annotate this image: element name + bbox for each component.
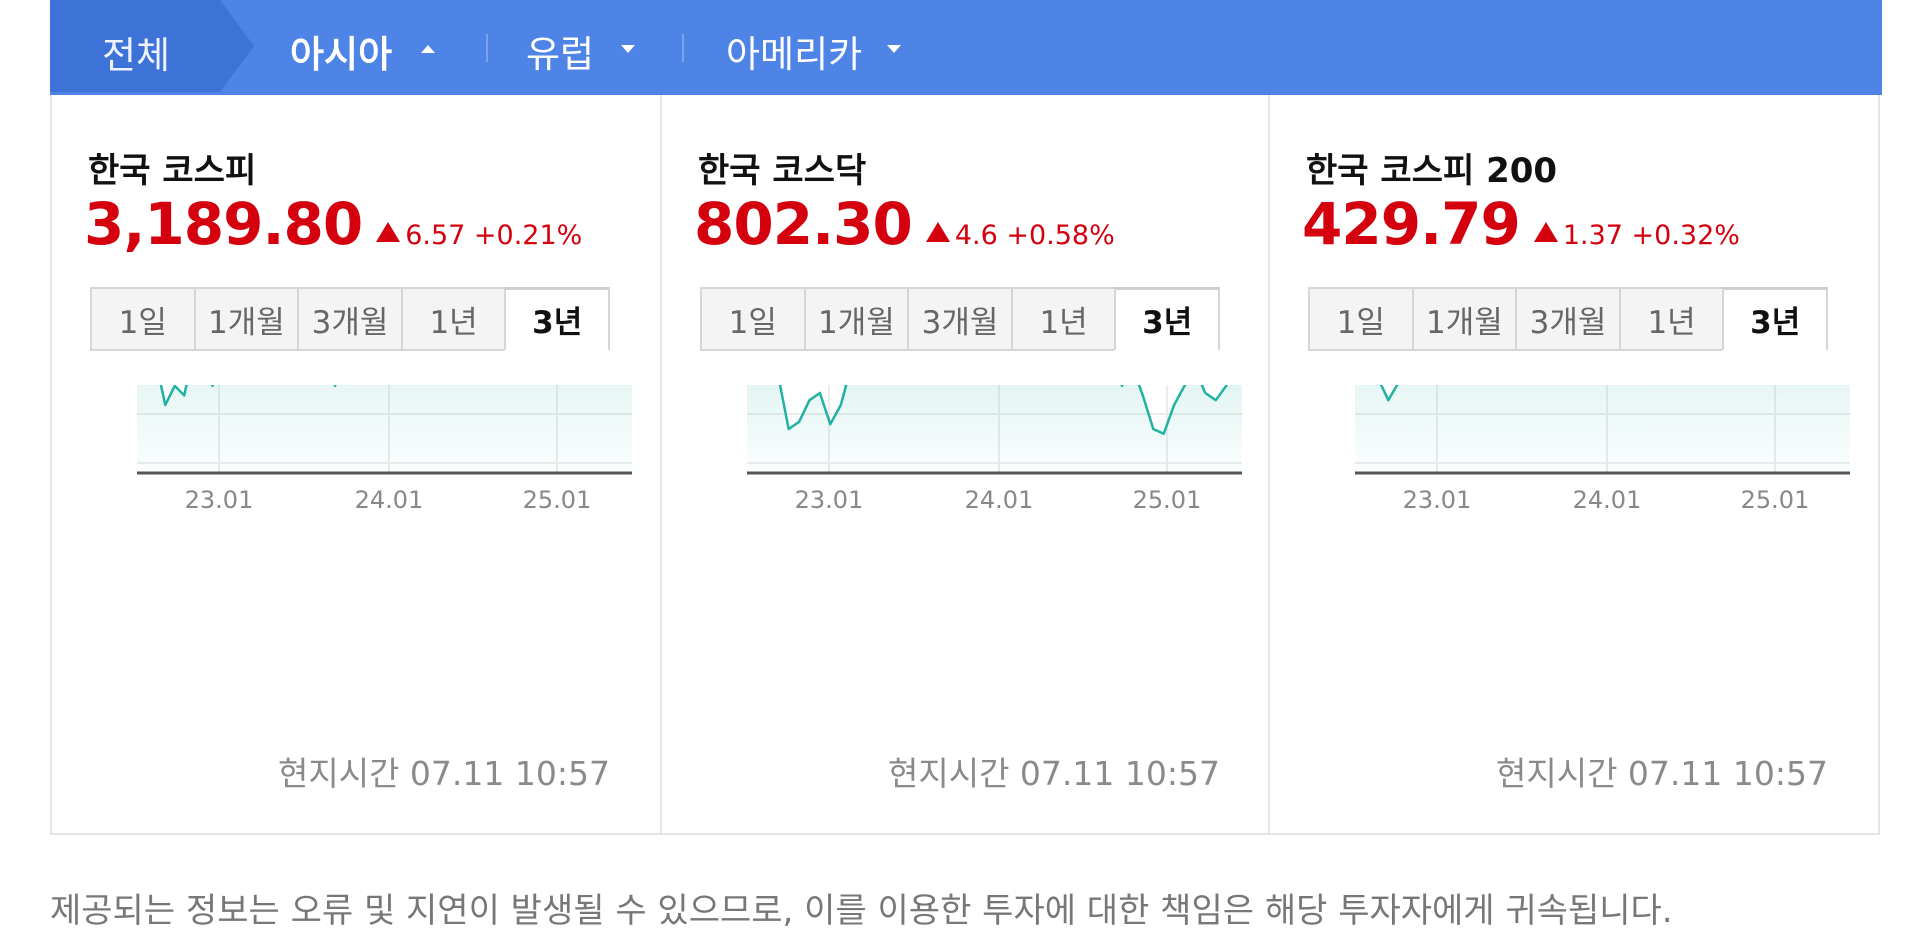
tab-america-label: 아메리카 [726, 33, 863, 76]
index-card[interactable]: 한국 코스피 3,189.80 6.57 +0.21% 1일 1개월 3개월 1년 3년… [52, 95, 660, 833]
index-change: 1.37 +0.32% [1562, 220, 1740, 251]
index-name: 한국 코스피 [88, 151, 257, 191]
x-tick-label: 24.01 [1573, 486, 1642, 514]
up-triangle-icon [376, 222, 401, 242]
x-tick-label: 24.01 [965, 486, 1034, 514]
updated-time: 현지시간 07.11 10:57 [278, 754, 610, 793]
range-tab[interactable]: 3년 [504, 287, 610, 351]
chart-area [137, 385, 632, 473]
chart-area [1355, 385, 1850, 473]
range-tab[interactable]: 3년 [1722, 287, 1828, 351]
range-tabs: 1일 1개월 3개월 1년 3년 [700, 287, 1220, 351]
x-tick-label: 23.01 [795, 486, 864, 514]
range-tab[interactable]: 1일 [700, 287, 806, 351]
range-tab[interactable]: 1개월 [805, 287, 910, 351]
chevron-down-icon [887, 45, 901, 53]
range-tab[interactable]: 1년 [1012, 287, 1117, 351]
x-tick-label: 25.01 [523, 486, 592, 514]
x-tick-label: 25.01 [1741, 486, 1810, 514]
chart-area [747, 385, 1242, 473]
up-triangle-icon [1533, 222, 1558, 242]
range-tab[interactable]: 1일 [1308, 287, 1414, 351]
index-price: 3,189.80 [84, 190, 363, 258]
tab-divider [682, 34, 684, 62]
index-price: 802.30 [694, 190, 913, 258]
disclaimer-text: 제공되는 정보는 오류 및 지연이 발생될 수 있으므로, 이를 이용한 투자에… [50, 891, 1673, 931]
range-tabs: 1일 1개월 3개월 1년 3년 [1308, 287, 1828, 351]
updated-time: 현지시간 07.11 10:57 [888, 754, 1220, 793]
x-tick-label: 23.01 [1403, 486, 1472, 514]
x-tick-label: 23.01 [185, 486, 254, 514]
market-tab-bar: 전체 아시아 유럽 아메리카 [50, 0, 1882, 95]
chevron-down-icon [621, 45, 635, 53]
index-chart: 23.01 24.01 25.01 [1355, 385, 1850, 514]
tab-asia[interactable]: 아시아 [290, 24, 392, 78]
range-tab[interactable]: 3개월 [909, 287, 1013, 351]
index-card[interactable]: 한국 코스닥 802.30 4.6 +0.58% 1일 1개월 3개월 1년 3년 23… [660, 95, 1270, 833]
range-tab[interactable]: 1개월 [195, 287, 300, 351]
index-cards: 한국 코스피 3,189.80 6.57 +0.21% 1일 1개월 3개월 1년 3년… [50, 95, 1880, 835]
range-tab[interactable]: 1년 [1620, 287, 1725, 351]
x-tick-label: 25.01 [1133, 486, 1202, 514]
x-tick-label: 24.01 [355, 486, 424, 514]
range-tabs: 1일 1개월 3개월 1년 3년 [90, 287, 610, 351]
range-tab[interactable]: 3년 [1114, 287, 1220, 351]
index-name: 한국 코스닥 [698, 151, 867, 191]
tab-asia-label: 아시아 [290, 33, 393, 76]
range-tab[interactable]: 3개월 [1517, 287, 1621, 351]
range-tab[interactable]: 1개월 [1413, 287, 1518, 351]
chart-line [778, 385, 1228, 436]
tab-all[interactable]: 전체 [50, 0, 254, 92]
price-row: 429.79 1.37 +0.32% [1302, 190, 1740, 258]
range-tab[interactable]: 1일 [90, 287, 196, 351]
tab-europe[interactable]: 유럽 [526, 24, 594, 78]
index-price: 429.79 [1302, 190, 1521, 258]
index-change: 6.57 +0.21% [405, 220, 583, 251]
index-change: 4.6 +0.58% [954, 220, 1115, 251]
caret-up-icon [421, 45, 435, 53]
range-tab[interactable]: 1년 [402, 287, 507, 351]
index-card[interactable]: 한국 코스피 200 429.79 1.37 +0.32% 1일 1개월 3개월 1년… [1268, 95, 1878, 833]
index-chart: 23.01 24.01 25.01 [137, 385, 632, 514]
index-chart: 23.01 24.01 25.01 [747, 385, 1242, 514]
tab-europe-label: 유럽 [526, 33, 595, 76]
tab-america[interactable]: 아메리카 [726, 24, 862, 78]
price-row: 3,189.80 6.57 +0.21% [84, 190, 582, 258]
tab-all-label: 전체 [102, 34, 171, 77]
up-triangle-icon [925, 222, 950, 242]
tab-divider [486, 34, 488, 62]
price-row: 802.30 4.6 +0.58% [694, 190, 1115, 258]
range-tab[interactable]: 3개월 [299, 287, 403, 351]
updated-time: 현지시간 07.11 10:57 [1496, 754, 1828, 793]
index-name: 한국 코스피 200 [1306, 151, 1558, 191]
